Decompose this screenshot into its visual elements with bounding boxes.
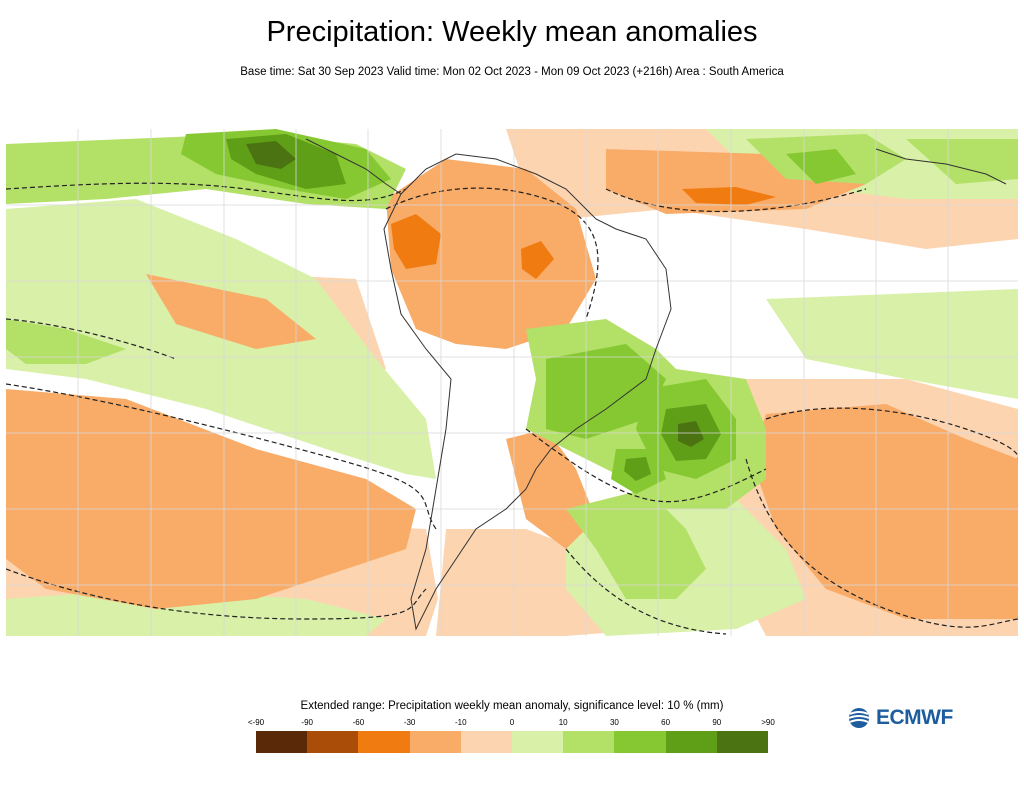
south-america-coast xyxy=(383,153,672,631)
legend-swatch xyxy=(665,731,717,753)
legend-swatch xyxy=(256,731,308,753)
ecmwf-logo-text: ECMWF xyxy=(876,706,953,729)
legend-tick: -30 xyxy=(403,718,416,727)
legend-swatch xyxy=(716,731,769,753)
legend-swatch xyxy=(563,731,615,753)
ecmwf-logo: ECMWF xyxy=(846,705,970,731)
coastlines xyxy=(305,138,1007,631)
significance-contours xyxy=(6,182,1018,635)
central-america-coast xyxy=(305,138,402,195)
legend-tick: 30 xyxy=(609,718,619,727)
darkest-green-regions xyxy=(246,141,704,447)
legend-tick: 90 xyxy=(712,718,722,727)
legend-tick: 60 xyxy=(661,718,671,727)
legend-swatch xyxy=(307,731,359,753)
legend-swatch xyxy=(512,731,564,753)
legend-color-bar xyxy=(256,731,769,753)
legend-tick: -10 xyxy=(455,718,467,727)
page-subtitle: Base time: Sat 30 Sep 2023 Valid time: M… xyxy=(240,66,784,78)
legend-ticks: <-90 -90 -60 -30 -10 0 10 30 60 90 >90 xyxy=(248,718,775,730)
legend-swatch xyxy=(614,731,666,753)
legend-tick: -90 xyxy=(301,718,313,727)
legend-swatch xyxy=(460,731,513,753)
page-title: Precipitation: Weekly mean anomalies xyxy=(266,16,758,48)
legend-swatch xyxy=(358,731,410,753)
legend-swatch xyxy=(409,731,461,753)
legend-tick: >90 xyxy=(761,718,775,727)
orange-regions xyxy=(6,149,1018,619)
caribbean-islands xyxy=(875,148,1007,185)
legend-tick: -60 xyxy=(352,718,365,727)
dark-orange-regions xyxy=(391,187,776,279)
legend-title: Extended range: Precipitation weekly mea… xyxy=(300,700,724,712)
legend-tick: 0 xyxy=(509,718,515,727)
lat-lon-grid xyxy=(6,129,1018,636)
legend-tick: <-90 xyxy=(247,718,265,727)
legend-tick: 10 xyxy=(558,718,568,727)
precipitation-anomaly-map xyxy=(6,129,1018,636)
ecmwf-logo-icon xyxy=(848,708,870,728)
